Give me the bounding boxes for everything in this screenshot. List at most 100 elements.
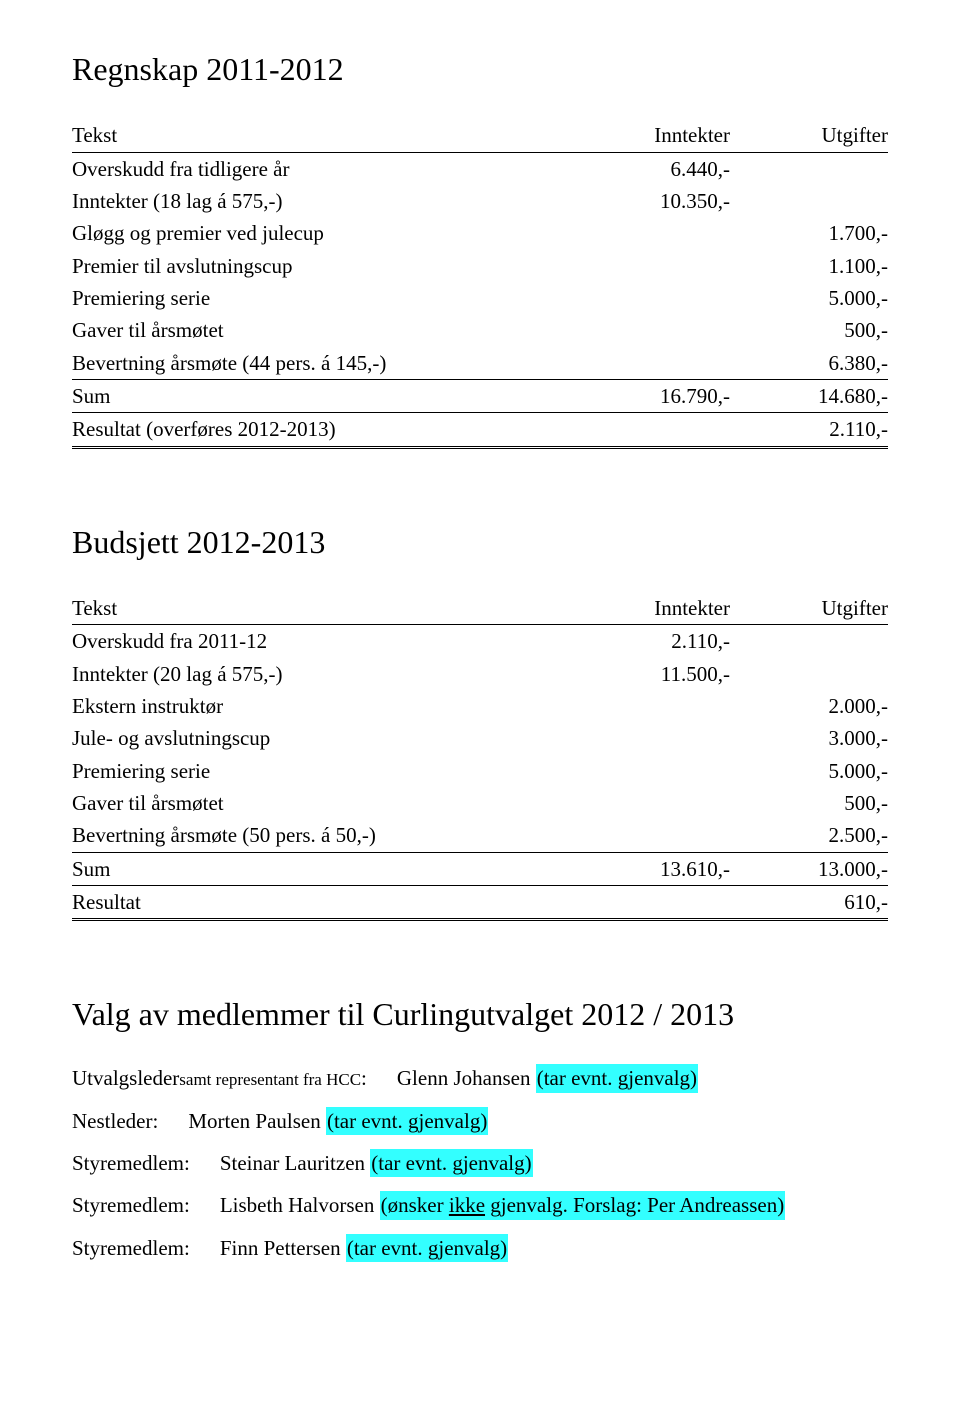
row-utgifter: 3.000,- — [730, 722, 888, 754]
colon: : — [184, 1234, 190, 1262]
hdr-tekst: Tekst — [72, 119, 572, 152]
table-row: Inntekter (18 lag á 575,-)10.350,- — [72, 185, 888, 217]
row-label: Ekstern instruktør — [72, 690, 572, 722]
row-inntekter — [572, 217, 730, 249]
valg-name: Lisbeth Halvorsen — [220, 1191, 375, 1219]
budsjett-header-row: Tekst Inntekter Utgifter — [72, 592, 888, 625]
budsjett-sum-row: Sum 13.610,- 13.000,- — [72, 852, 888, 885]
colon: : — [184, 1149, 190, 1177]
row-utgifter: 500,- — [730, 314, 888, 346]
row-label: Overskudd fra tidligere år — [72, 152, 572, 185]
row-inntekter — [572, 282, 730, 314]
hdr-utgifter: Utgifter — [730, 119, 888, 152]
row-label: Gaver til årsmøtet — [72, 314, 572, 346]
valg-name: Steinar Lauritzen — [220, 1149, 365, 1177]
row-utgifter: 5.000,- — [730, 755, 888, 787]
note-pre: (ønsker — [381, 1193, 449, 1217]
valg-role: Utvalgsleder — [72, 1064, 179, 1092]
result-blank — [572, 885, 730, 919]
colon: : — [184, 1191, 190, 1219]
result-blank — [572, 413, 730, 447]
table-row: Inntekter (20 lag á 575,-)11.500,- — [72, 658, 888, 690]
hdr-tekst: Tekst — [72, 592, 572, 625]
valg-name: Finn Pettersen — [220, 1234, 341, 1262]
regnskap-header-row: Tekst Inntekter Utgifter — [72, 119, 888, 152]
valg-row: Styremedlem: Lisbeth Halvorsen (ønsker i… — [72, 1191, 888, 1219]
regnskap-sum-row: Sum 16.790,- 14.680,- — [72, 379, 888, 412]
valg-note: (tar evnt. gjenvalg) — [346, 1234, 508, 1262]
hdr-inntekter: Inntekter — [572, 592, 730, 625]
sum-utgifter: 13.000,- — [730, 852, 888, 885]
hdr-utgifter: Utgifter — [730, 592, 888, 625]
result-value: 2.110,- — [730, 413, 888, 447]
row-label: Bevertning årsmøte (44 pers. á 145,-) — [72, 347, 572, 380]
valg-row: Styremedlem: Steinar Lauritzen (tar evnt… — [72, 1149, 888, 1177]
row-utgifter: 5.000,- — [730, 282, 888, 314]
budsjett-result-row: Resultat 610,- — [72, 885, 888, 919]
valg-row: Nestleder: Morten Paulsen (tar evnt. gje… — [72, 1107, 888, 1135]
valg-row: Styremedlem: Finn Pettersen (tar evnt. g… — [72, 1234, 888, 1262]
colon: : — [361, 1064, 367, 1092]
valg-role: Styremedlem — [72, 1149, 184, 1177]
table-row: Premier til avslutningscup 1.100,- — [72, 250, 888, 282]
row-utgifter: 2.500,- — [730, 819, 888, 852]
row-label: Premiering serie — [72, 282, 572, 314]
valg-title: Valg av medlemmer til Curlingutvalget 20… — [72, 993, 888, 1036]
table-row: Premiering serie 5.000,- — [72, 282, 888, 314]
row-utgifter: 1.100,- — [730, 250, 888, 282]
result-label: Resultat (overføres 2012-2013) — [72, 413, 572, 447]
row-inntekter: 6.440,- — [572, 152, 730, 185]
row-utgifter — [730, 152, 888, 185]
table-row: Ekstern instruktør 2.000,- — [72, 690, 888, 722]
table-row: Gaver til årsmøtet500,- — [72, 787, 888, 819]
valg-row: Utvalgsleder samt representant fra HCC: … — [72, 1064, 888, 1092]
valg-name: Morten Paulsen — [188, 1107, 320, 1135]
table-row: Bevertning årsmøte (44 pers. á 145,-) 6.3… — [72, 347, 888, 380]
valg-note: (tar evnt. gjenvalg) — [370, 1149, 532, 1177]
row-label: Jule- og avslutningscup — [72, 722, 572, 754]
row-inntekter — [572, 690, 730, 722]
row-label: Overskudd fra 2011-12 — [72, 625, 572, 658]
regnskap-table: Tekst Inntekter Utgifter Overskudd fra t… — [72, 119, 888, 448]
row-inntekter — [572, 314, 730, 346]
row-utgifter: 6.380,- — [730, 347, 888, 380]
row-inntekter — [572, 722, 730, 754]
table-row: Premiering serie 5.000,- — [72, 755, 888, 787]
row-label: Premier til avslutningscup — [72, 250, 572, 282]
hdr-inntekter: Inntekter — [572, 119, 730, 152]
valg-name: Glenn Johansen — [397, 1064, 531, 1092]
sum-inntekter: 16.790,- — [572, 379, 730, 412]
budsjett-table: Tekst Inntekter Utgifter Overskudd fra 2… — [72, 592, 888, 921]
row-inntekter — [572, 819, 730, 852]
row-inntekter: 10.350,- — [572, 185, 730, 217]
row-label: Inntekter (20 lag á 575,-) — [72, 658, 572, 690]
result-value: 610,- — [730, 885, 888, 919]
budsjett-title: Budsjett 2012-2013 — [72, 521, 888, 564]
row-utgifter — [730, 185, 888, 217]
row-label: Gaver til årsmøtet — [72, 787, 572, 819]
sum-inntekter: 13.610,- — [572, 852, 730, 885]
regnskap-title: Regnskap 2011-2012 — [72, 48, 888, 91]
row-inntekter — [572, 787, 730, 819]
valg-note: (ønsker ikke gjenvalg. Forslag: Per Andr… — [380, 1191, 786, 1219]
result-label: Resultat — [72, 885, 572, 919]
table-row: Gaver til årsmøtet 500,- — [72, 314, 888, 346]
valg-role: Nestleder — [72, 1107, 152, 1135]
row-label: Gløgg og premier ved julecup — [72, 217, 572, 249]
row-utgifter: 1.700,- — [730, 217, 888, 249]
regnskap-result-row: Resultat (overføres 2012-2013) 2.110,- — [72, 413, 888, 447]
row-label: Bevertning årsmøte (50 pers. á 50,-) — [72, 819, 572, 852]
row-inntekter: 11.500,- — [572, 658, 730, 690]
row-utgifter — [730, 625, 888, 658]
table-row: Bevertning årsmøte (50 pers. á 50,-) 2.50… — [72, 819, 888, 852]
row-inntekter: 2.110,- — [572, 625, 730, 658]
row-label: Inntekter (18 lag á 575,-) — [72, 185, 572, 217]
valg-role: Styremedlem — [72, 1234, 184, 1262]
table-row: Jule- og avslutningscup 3.000,- — [72, 722, 888, 754]
colon: : — [152, 1107, 158, 1135]
valg-note: (tar evnt. gjenvalg) — [536, 1064, 698, 1092]
table-row: Gløgg og premier ved julecup 1.700,- — [72, 217, 888, 249]
row-utgifter: 2.000,- — [730, 690, 888, 722]
row-label: Premiering serie — [72, 755, 572, 787]
valg-note: (tar evnt. gjenvalg) — [326, 1107, 488, 1135]
